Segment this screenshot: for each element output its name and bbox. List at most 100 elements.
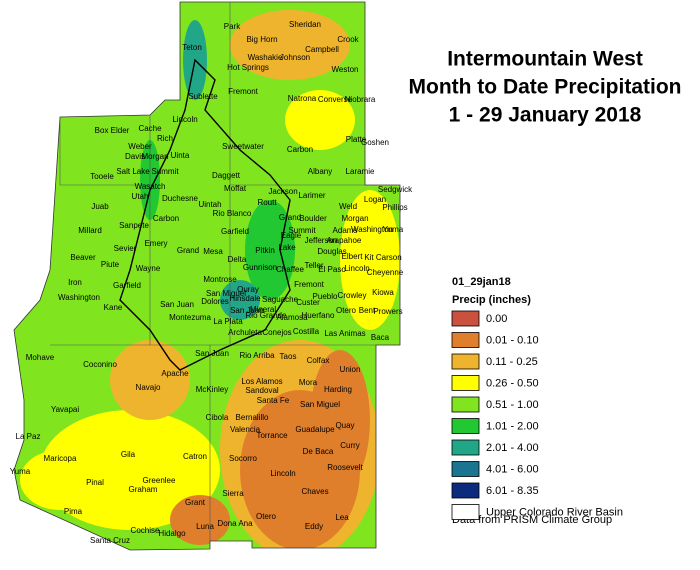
county-label: Summit xyxy=(288,226,316,235)
county-label: Weld xyxy=(339,202,357,211)
precip-raster xyxy=(14,2,400,550)
county-label: Quay xyxy=(335,421,354,430)
county-label: Catron xyxy=(183,452,207,461)
legend-swatch xyxy=(451,461,480,477)
county-label: Otero xyxy=(336,306,357,315)
legend-label: Upper Colorado River Basin xyxy=(486,506,623,518)
county-label: Yavapai xyxy=(51,405,80,414)
county-label: Johnson xyxy=(280,53,310,62)
county-label: Rich xyxy=(157,134,173,143)
county-label: Big Horn xyxy=(246,35,277,44)
county-label: Mohave xyxy=(26,353,55,362)
county-label: Douglas xyxy=(317,247,346,256)
county-label: Wayne xyxy=(136,264,161,273)
county-label: Teller xyxy=(304,261,323,270)
legend-label: 6.01 - 8.35 xyxy=(486,485,539,497)
county-label: Montrose xyxy=(203,275,237,284)
legend-label: 0.51 - 1.00 xyxy=(486,399,539,411)
county-label: Baca xyxy=(371,333,390,342)
county-label: Yuma xyxy=(383,225,404,234)
county-label: Delta xyxy=(228,255,247,264)
legend-swatch xyxy=(451,504,480,520)
precip-area xyxy=(110,340,190,420)
county-label: Sevier xyxy=(114,244,137,253)
county-label: Piute xyxy=(101,260,120,269)
county-label: Salt Lake xyxy=(116,167,150,176)
legend-swatch xyxy=(451,418,480,434)
legend-swatch xyxy=(451,439,480,456)
title-line: 1 - 29 January 2018 xyxy=(449,104,642,127)
county-label: Socorro xyxy=(229,454,258,463)
county-label: Sierra xyxy=(222,489,244,498)
county-label: Rio Grande xyxy=(246,311,287,320)
precip-area xyxy=(245,200,295,300)
county-label: San Juan xyxy=(195,349,229,358)
county-label: Converse xyxy=(318,95,353,104)
county-label: Kiowa xyxy=(372,288,394,297)
county-label: Sweetwater xyxy=(222,142,264,151)
county-label: San Miguel xyxy=(206,289,246,298)
county-label: Tooele xyxy=(90,172,114,181)
precip-area xyxy=(170,495,230,545)
county-label: Larimer xyxy=(298,191,325,200)
county-label: Fremont xyxy=(294,280,325,289)
county-label: Lincoln xyxy=(344,264,369,273)
county-label: Elbert xyxy=(342,252,364,261)
county-label: Valencia xyxy=(230,425,261,434)
title-line: Month to Date Precipitation xyxy=(409,76,682,99)
county-label: Mora xyxy=(299,378,318,387)
county-label: Platte xyxy=(346,135,367,144)
county-label: Hot Springs xyxy=(227,63,269,72)
basin-outline xyxy=(119,58,291,371)
county-label: Taos xyxy=(280,352,297,361)
county-label: La Paz xyxy=(16,432,41,441)
county-label: Harding xyxy=(324,385,352,394)
county-label: Adams xyxy=(333,226,358,235)
county-label: Guadalupe xyxy=(295,425,335,434)
county-label: Weston xyxy=(332,65,359,74)
county-label: Daggett xyxy=(212,171,241,180)
county-label: Iron xyxy=(68,278,82,287)
legend-swatch xyxy=(451,396,480,413)
county-label: El Paso xyxy=(318,265,346,274)
county-label: Juab xyxy=(91,202,109,211)
county-label: Jackson xyxy=(268,187,297,196)
county-label: Washington xyxy=(351,225,393,234)
county-label: Santa Cruz xyxy=(90,536,130,545)
county-label: Union xyxy=(340,365,361,374)
county-label: Apache xyxy=(161,369,189,378)
county-label: Dona Ana xyxy=(217,519,253,528)
county-label: Eagle xyxy=(281,231,302,240)
county-label: Duchesne xyxy=(162,194,199,203)
legend-label: 0.00 xyxy=(486,313,507,325)
county-label: San Juan xyxy=(160,300,194,309)
county-label: Sedgwick xyxy=(378,185,413,194)
county-label: Curry xyxy=(340,441,360,450)
county-label: Carbon xyxy=(153,214,179,223)
county-label: Torrance xyxy=(256,431,288,440)
county-label: Morgan xyxy=(341,214,368,223)
county-label: Ouray xyxy=(237,285,259,294)
county-label: Bernalillo xyxy=(236,413,269,422)
county-label: Washington xyxy=(58,293,100,302)
county-label: Phillips xyxy=(382,203,407,212)
legend-label: 0.11 - 0.25 xyxy=(486,356,538,368)
county-label: Wasatch xyxy=(135,182,166,191)
county-label: Dolores xyxy=(201,297,229,306)
county-label: Cochise xyxy=(131,526,160,535)
precip-area xyxy=(310,350,370,490)
county-label: Grand xyxy=(279,213,301,222)
legend-label: 4.01 - 6.00 xyxy=(486,463,539,475)
county-label: Morgan xyxy=(141,152,168,161)
county-label: Jefferson xyxy=(305,236,338,245)
county-label: Weber xyxy=(128,142,152,151)
county-label: Mesa xyxy=(203,247,223,256)
county-label: Cheyenne xyxy=(367,268,404,277)
county-label: Pueblo xyxy=(313,292,338,301)
county-label: Arapahoe xyxy=(327,236,362,245)
county-label: Garfield xyxy=(113,281,141,290)
county-label: Crowley xyxy=(338,291,367,300)
county-label: Kane xyxy=(104,303,123,312)
county-label: Gunnison xyxy=(243,263,277,272)
county-label: Niobrara xyxy=(345,95,376,104)
